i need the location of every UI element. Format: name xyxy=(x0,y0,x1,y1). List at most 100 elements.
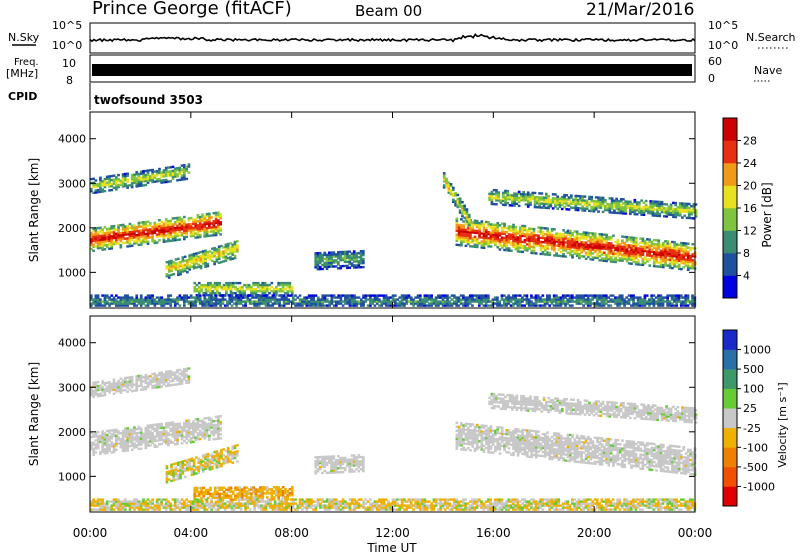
echo-cell xyxy=(458,201,462,204)
echo-cell xyxy=(126,172,129,175)
echo-cell xyxy=(94,235,98,238)
echo-cell xyxy=(623,253,627,257)
echo-cell xyxy=(498,234,502,237)
echo-cell xyxy=(584,253,588,256)
echo-cell xyxy=(137,235,141,239)
echo-cell xyxy=(546,296,549,299)
echo-cell xyxy=(623,251,627,255)
echo-cell xyxy=(622,202,625,205)
echo-cell xyxy=(149,434,152,437)
echo-cell xyxy=(229,292,233,295)
echo-cell xyxy=(510,225,513,228)
echo-cell xyxy=(380,300,384,303)
echo-cell xyxy=(648,252,652,255)
echo-cell xyxy=(178,168,182,172)
echo-cell xyxy=(330,253,333,256)
echo-cell xyxy=(167,421,170,425)
echo-cell xyxy=(558,197,562,200)
echo-cell xyxy=(362,265,365,269)
echo-cell xyxy=(509,300,513,303)
echo-cell xyxy=(615,197,618,201)
echo-cell xyxy=(246,296,250,299)
echo-cell xyxy=(206,262,210,266)
echo-cell xyxy=(582,300,585,303)
echo-cell xyxy=(591,252,595,255)
echo-cell xyxy=(142,174,145,177)
echo-cell xyxy=(616,251,620,254)
echo-cell xyxy=(90,445,93,449)
echo-cell xyxy=(171,429,175,432)
echo-cell xyxy=(373,298,377,301)
echo-cell xyxy=(569,239,572,243)
echo-cell xyxy=(468,296,472,299)
echo-cell xyxy=(605,245,608,249)
echo-cell xyxy=(609,236,613,239)
echo-cell xyxy=(285,298,288,301)
echo-cell xyxy=(126,437,129,440)
echo-cell xyxy=(548,253,552,257)
echo-cell xyxy=(256,285,260,289)
echo-cell xyxy=(675,251,679,254)
echo-cell xyxy=(92,300,95,303)
echo-cell xyxy=(502,302,506,305)
echo-cell xyxy=(496,234,500,237)
echo-cell xyxy=(119,179,123,182)
echo-cell xyxy=(160,228,163,232)
echo-cell xyxy=(110,443,114,446)
echo-cell xyxy=(208,418,211,421)
echo-cell xyxy=(658,202,662,206)
echo-cell xyxy=(547,198,550,202)
echo-cell xyxy=(672,213,675,217)
echo-cell xyxy=(208,220,211,223)
echo-cell xyxy=(101,440,104,443)
echo-cell xyxy=(94,233,98,236)
echo-cell xyxy=(511,202,514,205)
echo-cell xyxy=(664,250,667,253)
echo-cell xyxy=(670,304,674,307)
echo-cell xyxy=(378,294,381,297)
echo-cell xyxy=(105,227,109,231)
echo-cell xyxy=(226,252,230,256)
echo-cell xyxy=(407,294,411,297)
echo-cell xyxy=(115,304,118,307)
echo-cell xyxy=(584,294,588,297)
echo-cell xyxy=(512,298,515,301)
echo-cell xyxy=(525,298,529,301)
echo-cell xyxy=(180,426,184,429)
echo-cell xyxy=(142,241,145,244)
echo-cell xyxy=(664,300,667,303)
echo-cell xyxy=(137,435,141,439)
echo-cell xyxy=(108,385,111,388)
echo-cell xyxy=(684,258,688,261)
echo-cell xyxy=(539,240,543,244)
echo-cell xyxy=(626,202,630,205)
echo-cell xyxy=(480,232,484,235)
echo-cell xyxy=(110,188,114,192)
echo-cell xyxy=(591,234,595,237)
echo-cell xyxy=(357,302,361,305)
echo-cell xyxy=(602,300,606,303)
echo-cell xyxy=(460,240,463,243)
echo-cell xyxy=(641,298,644,301)
echo-cell xyxy=(284,288,287,291)
echo-cell xyxy=(96,430,100,434)
echo-cell xyxy=(105,243,109,247)
echo-cell xyxy=(155,227,159,230)
echo-cell xyxy=(573,238,577,241)
echo-cell xyxy=(639,302,642,305)
echo-cell xyxy=(407,296,411,299)
echo-cell xyxy=(164,442,168,445)
echo-cell xyxy=(162,228,166,231)
echo-cell xyxy=(174,264,178,267)
echo-cell xyxy=(173,167,177,170)
echo-cell xyxy=(568,298,572,301)
echo-cell xyxy=(142,376,145,379)
echo-cell xyxy=(160,438,163,442)
echo-cell xyxy=(153,423,157,426)
echo-cell xyxy=(209,290,212,293)
echo-cell xyxy=(583,203,587,206)
echo-cell xyxy=(151,296,154,299)
echo-cell xyxy=(607,248,611,251)
echo-cell xyxy=(512,239,515,243)
echo-cell xyxy=(200,290,203,293)
